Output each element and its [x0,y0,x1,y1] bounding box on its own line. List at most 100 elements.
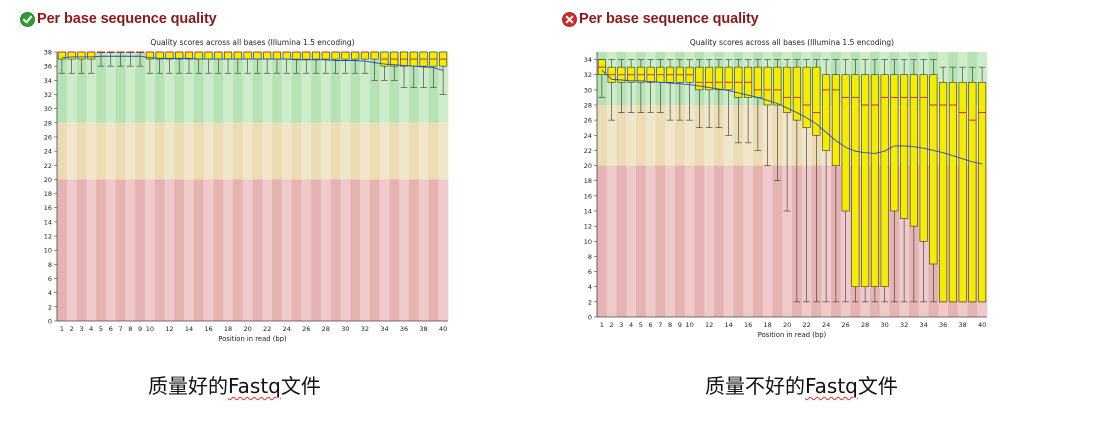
box [351,51,360,60]
quality-band-cell [645,165,656,317]
quality-band-cell [213,52,224,123]
y-tick-label: 14 [584,208,592,216]
quality-band-cell [379,179,390,321]
quality-band-cell [311,122,322,180]
x-tick-label: 16 [204,325,212,333]
box [695,66,704,91]
box [224,51,233,60]
x-tick-label: 40 [978,321,986,329]
x-tick-label: 8 [128,325,132,333]
quality-band-cell [369,52,380,123]
quality-band-cell [96,179,107,321]
box [360,51,369,60]
y-tick-label: 4 [588,283,592,291]
box [851,74,860,288]
quality-band-cell [144,52,156,123]
quality-band-cell [135,122,146,180]
quality-band-cell [223,52,234,123]
x-tick-label: 18 [763,321,771,329]
x-tick-label: 28 [861,321,869,329]
panel-bad-quality: Per base sequence quality Quality scores… [560,0,1108,436]
box [939,81,948,303]
box [253,51,262,60]
x-tick-label: 38 [419,325,427,333]
quality-band-cell [704,105,715,166]
box [724,66,733,91]
quality-band-cell [655,165,666,317]
quality-band-cell [340,122,351,180]
box [929,74,938,265]
quality-band-cell [76,122,87,180]
module-title: Per base sequence quality [37,11,217,27]
mean-line [601,69,983,165]
quality-band-cell [399,122,410,180]
x-tick-label: 14 [185,325,193,333]
quality-band-cell [360,52,371,123]
y-tick-label: 30 [44,105,52,113]
quality-band-cell [213,179,224,321]
x-tick-label: 30 [341,325,349,333]
x-tick-label: 4 [629,321,633,329]
quality-band-cell [330,122,341,180]
box [802,66,811,129]
quality-band-cell [360,122,371,180]
quality-band-cell [66,179,77,321]
x-tick-label: 10 [146,325,154,333]
quality-band-cell [311,52,322,123]
box [204,51,213,60]
x-tick-label: 32 [361,325,369,333]
quality-band-cell [684,165,695,317]
quality-band-cell [96,122,107,180]
box [909,74,918,227]
quality-band-cell [636,105,647,166]
quality-band-cell [438,122,449,180]
x-tick-label: 2 [610,321,614,329]
y-tick-label: 6 [48,275,52,283]
box [194,51,203,60]
y-tick-label: 0 [48,318,52,326]
y-tick-label: 34 [584,56,592,64]
caption-keyword: Fastq [805,374,858,398]
quality-band-cell [223,122,234,180]
y-tick-label: 36 [44,63,52,71]
quality-band-cell [301,179,312,321]
quality-band-cell [320,122,331,180]
quality-band-cell [645,105,656,166]
x-tick-label: 24 [283,325,291,333]
box [214,51,223,60]
quality-band-cell [223,179,234,321]
quality-band-cell [174,52,185,123]
quality-band-cell [389,52,400,123]
quality-band-cell [203,179,214,321]
quality-band-cell [606,105,617,166]
mean-line [61,55,444,71]
quality-band-cell [66,122,77,180]
quality-band-cell [213,122,224,180]
x-tick-label: 22 [263,325,271,333]
quality-band-cell [291,179,302,321]
quality-band-cell [86,179,97,321]
quality-band-cell [57,179,68,321]
quality-band-cell [203,52,214,123]
box [243,51,252,60]
box [890,74,899,212]
quality-band-cell [262,179,273,321]
quality-band-cell [66,52,77,123]
y-tick-label: 22 [584,147,592,155]
caption-keyword: Fastq [228,374,281,398]
quality-band-cell [597,105,608,166]
quality-band-cell [86,122,97,180]
quality-band-cell [389,179,400,321]
y-tick-label: 8 [48,261,52,269]
quality-band-cell [782,165,793,317]
y-tick-label: 38 [44,49,52,57]
box [968,81,977,303]
quality-band-cell [626,105,637,166]
quality-band-cell [154,52,165,123]
quality-band-cell [115,179,126,321]
x-tick-label: 1 [600,321,604,329]
quality-band-cell [714,105,725,166]
x-tick-label: 32 [900,321,908,329]
y-tick-label: 14 [44,218,52,226]
caption-suffix: 文件 [280,374,321,398]
